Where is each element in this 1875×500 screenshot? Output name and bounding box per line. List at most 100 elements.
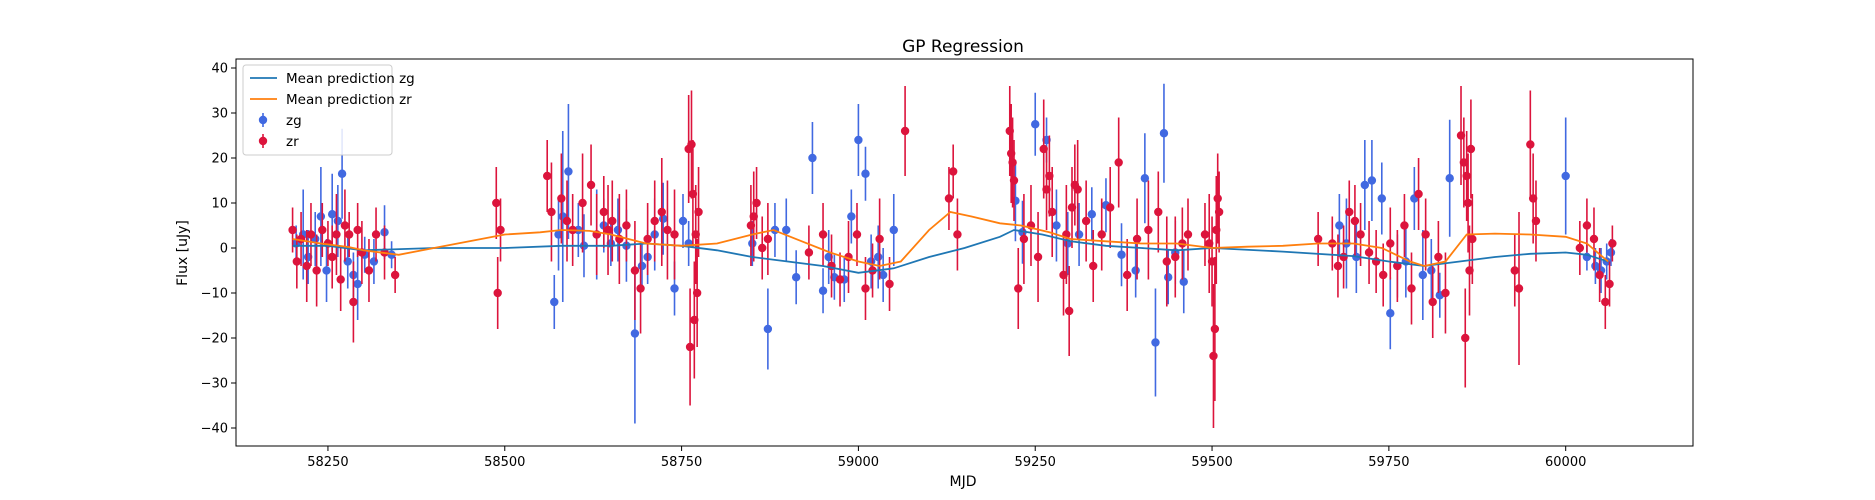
data-point-zr — [746, 221, 756, 230]
data-point-zg — [878, 270, 888, 280]
legend-item: zr — [258, 134, 299, 150]
data-point-zr — [636, 284, 645, 293]
legend-box — [242, 64, 393, 156]
data-point-zr — [688, 189, 698, 199]
data-point-zg — [1335, 221, 1344, 230]
data-point-zg — [1377, 194, 1386, 203]
data-point-zr — [948, 167, 958, 176]
data-point-zr — [292, 257, 302, 266]
data-point-zr — [349, 297, 358, 307]
data-point-zr — [1526, 140, 1535, 149]
data-point-zr — [364, 266, 374, 275]
data-point-zr — [344, 230, 354, 239]
data-point-zr — [900, 126, 910, 136]
data-point-zr — [492, 198, 501, 208]
data-point-zg — [1179, 277, 1188, 286]
data-point-zr — [1356, 230, 1365, 239]
data-point-zr — [327, 252, 337, 262]
line-mean-prediction-zg — [292, 229, 1609, 274]
data-point-zr — [1582, 221, 1592, 230]
data-point-zg — [630, 329, 640, 338]
data-point-zr — [1333, 261, 1343, 271]
data-point-zg — [1151, 338, 1160, 347]
data-point-zr — [496, 225, 505, 235]
data-point-zr — [1456, 131, 1466, 140]
data-point-zr — [650, 216, 659, 226]
data-point-zr — [1200, 230, 1210, 239]
data-point-zr — [1019, 234, 1029, 244]
data-point-zr — [1205, 239, 1214, 248]
data-point-zr — [1014, 284, 1023, 293]
data-point-zr — [1364, 248, 1374, 257]
legend: Mean prediction zg Mean prediction zr zg zr — [242, 64, 415, 156]
data-point-zr — [1006, 149, 1016, 158]
data-point-zg — [1074, 230, 1084, 239]
y-axis-label: Flux [uJy] — [175, 220, 191, 286]
data-point-zr — [1595, 270, 1604, 280]
y-tick-label: −40 — [201, 422, 228, 437]
data-point-zg — [1159, 129, 1169, 138]
data-point-zr — [1067, 203, 1077, 212]
data-point-zr — [1089, 261, 1098, 271]
data-point-zr — [288, 225, 297, 235]
data-point-zr — [1441, 288, 1450, 298]
data-point-zr — [1039, 144, 1048, 154]
x-tick-label: 58250 — [307, 455, 348, 470]
data-point-zg — [1031, 120, 1040, 129]
data-point-zr — [861, 284, 870, 293]
data-point-zr — [312, 266, 321, 275]
data-point-zr — [1601, 297, 1610, 307]
data-point-zr — [1162, 257, 1171, 266]
data-point-zg — [564, 167, 573, 176]
data-point-zr — [1097, 230, 1106, 239]
data-point-zg — [1140, 174, 1150, 183]
y-tick-label: −30 — [201, 377, 228, 392]
data-point-zr — [944, 194, 954, 203]
data-point-zg — [637, 261, 647, 271]
data-point-zr — [694, 207, 703, 217]
data-point-zr — [1213, 194, 1222, 203]
data-point-zr — [643, 234, 652, 244]
data-point-zr — [340, 221, 350, 230]
series-zr — [288, 86, 1617, 428]
data-point-zr — [818, 230, 828, 239]
x-axis-label: MJD — [950, 474, 977, 490]
data-point-zg — [1606, 248, 1616, 257]
data-point-zr — [622, 221, 631, 230]
data-point-zr — [578, 198, 587, 208]
data-point-zr — [1042, 185, 1051, 194]
data-point-zr — [1073, 185, 1082, 194]
legend-label: zg — [286, 113, 302, 129]
data-point-zr — [1114, 158, 1123, 167]
data-point-zg — [1561, 171, 1570, 181]
data-point-zr — [1465, 266, 1474, 275]
legend-item: Mean prediction zg — [250, 71, 415, 87]
legend-label: Mean prediction zr — [286, 92, 412, 108]
data-point-zr — [1393, 261, 1402, 271]
y-tick-label: 0 — [220, 242, 228, 257]
y-tick-label: 10 — [211, 197, 228, 212]
data-point-zr — [1106, 203, 1115, 212]
data-point-zg — [613, 225, 623, 235]
data-point-zr — [1033, 252, 1043, 262]
data-point-zr — [1386, 239, 1395, 248]
data-point-zr — [875, 234, 884, 244]
data-point-zr — [306, 230, 316, 239]
data-point-zr — [685, 342, 695, 352]
series-zg — [291, 83, 1616, 424]
x-tick-label: 59000 — [838, 455, 879, 470]
data-point-zr — [763, 234, 773, 244]
data-point-zr — [690, 315, 699, 325]
legend-marker-swatch — [258, 115, 268, 125]
data-point-zr — [586, 180, 596, 190]
data-point-zg — [353, 279, 362, 289]
data-point-zg — [763, 324, 773, 334]
data-point-zr — [371, 230, 381, 239]
data-point-zr — [562, 216, 572, 226]
data-point-zr — [630, 266, 640, 275]
chart-title: GP Regression — [902, 37, 1024, 57]
x-tick-label: 59750 — [1368, 455, 1409, 470]
data-point-zg — [818, 286, 828, 295]
